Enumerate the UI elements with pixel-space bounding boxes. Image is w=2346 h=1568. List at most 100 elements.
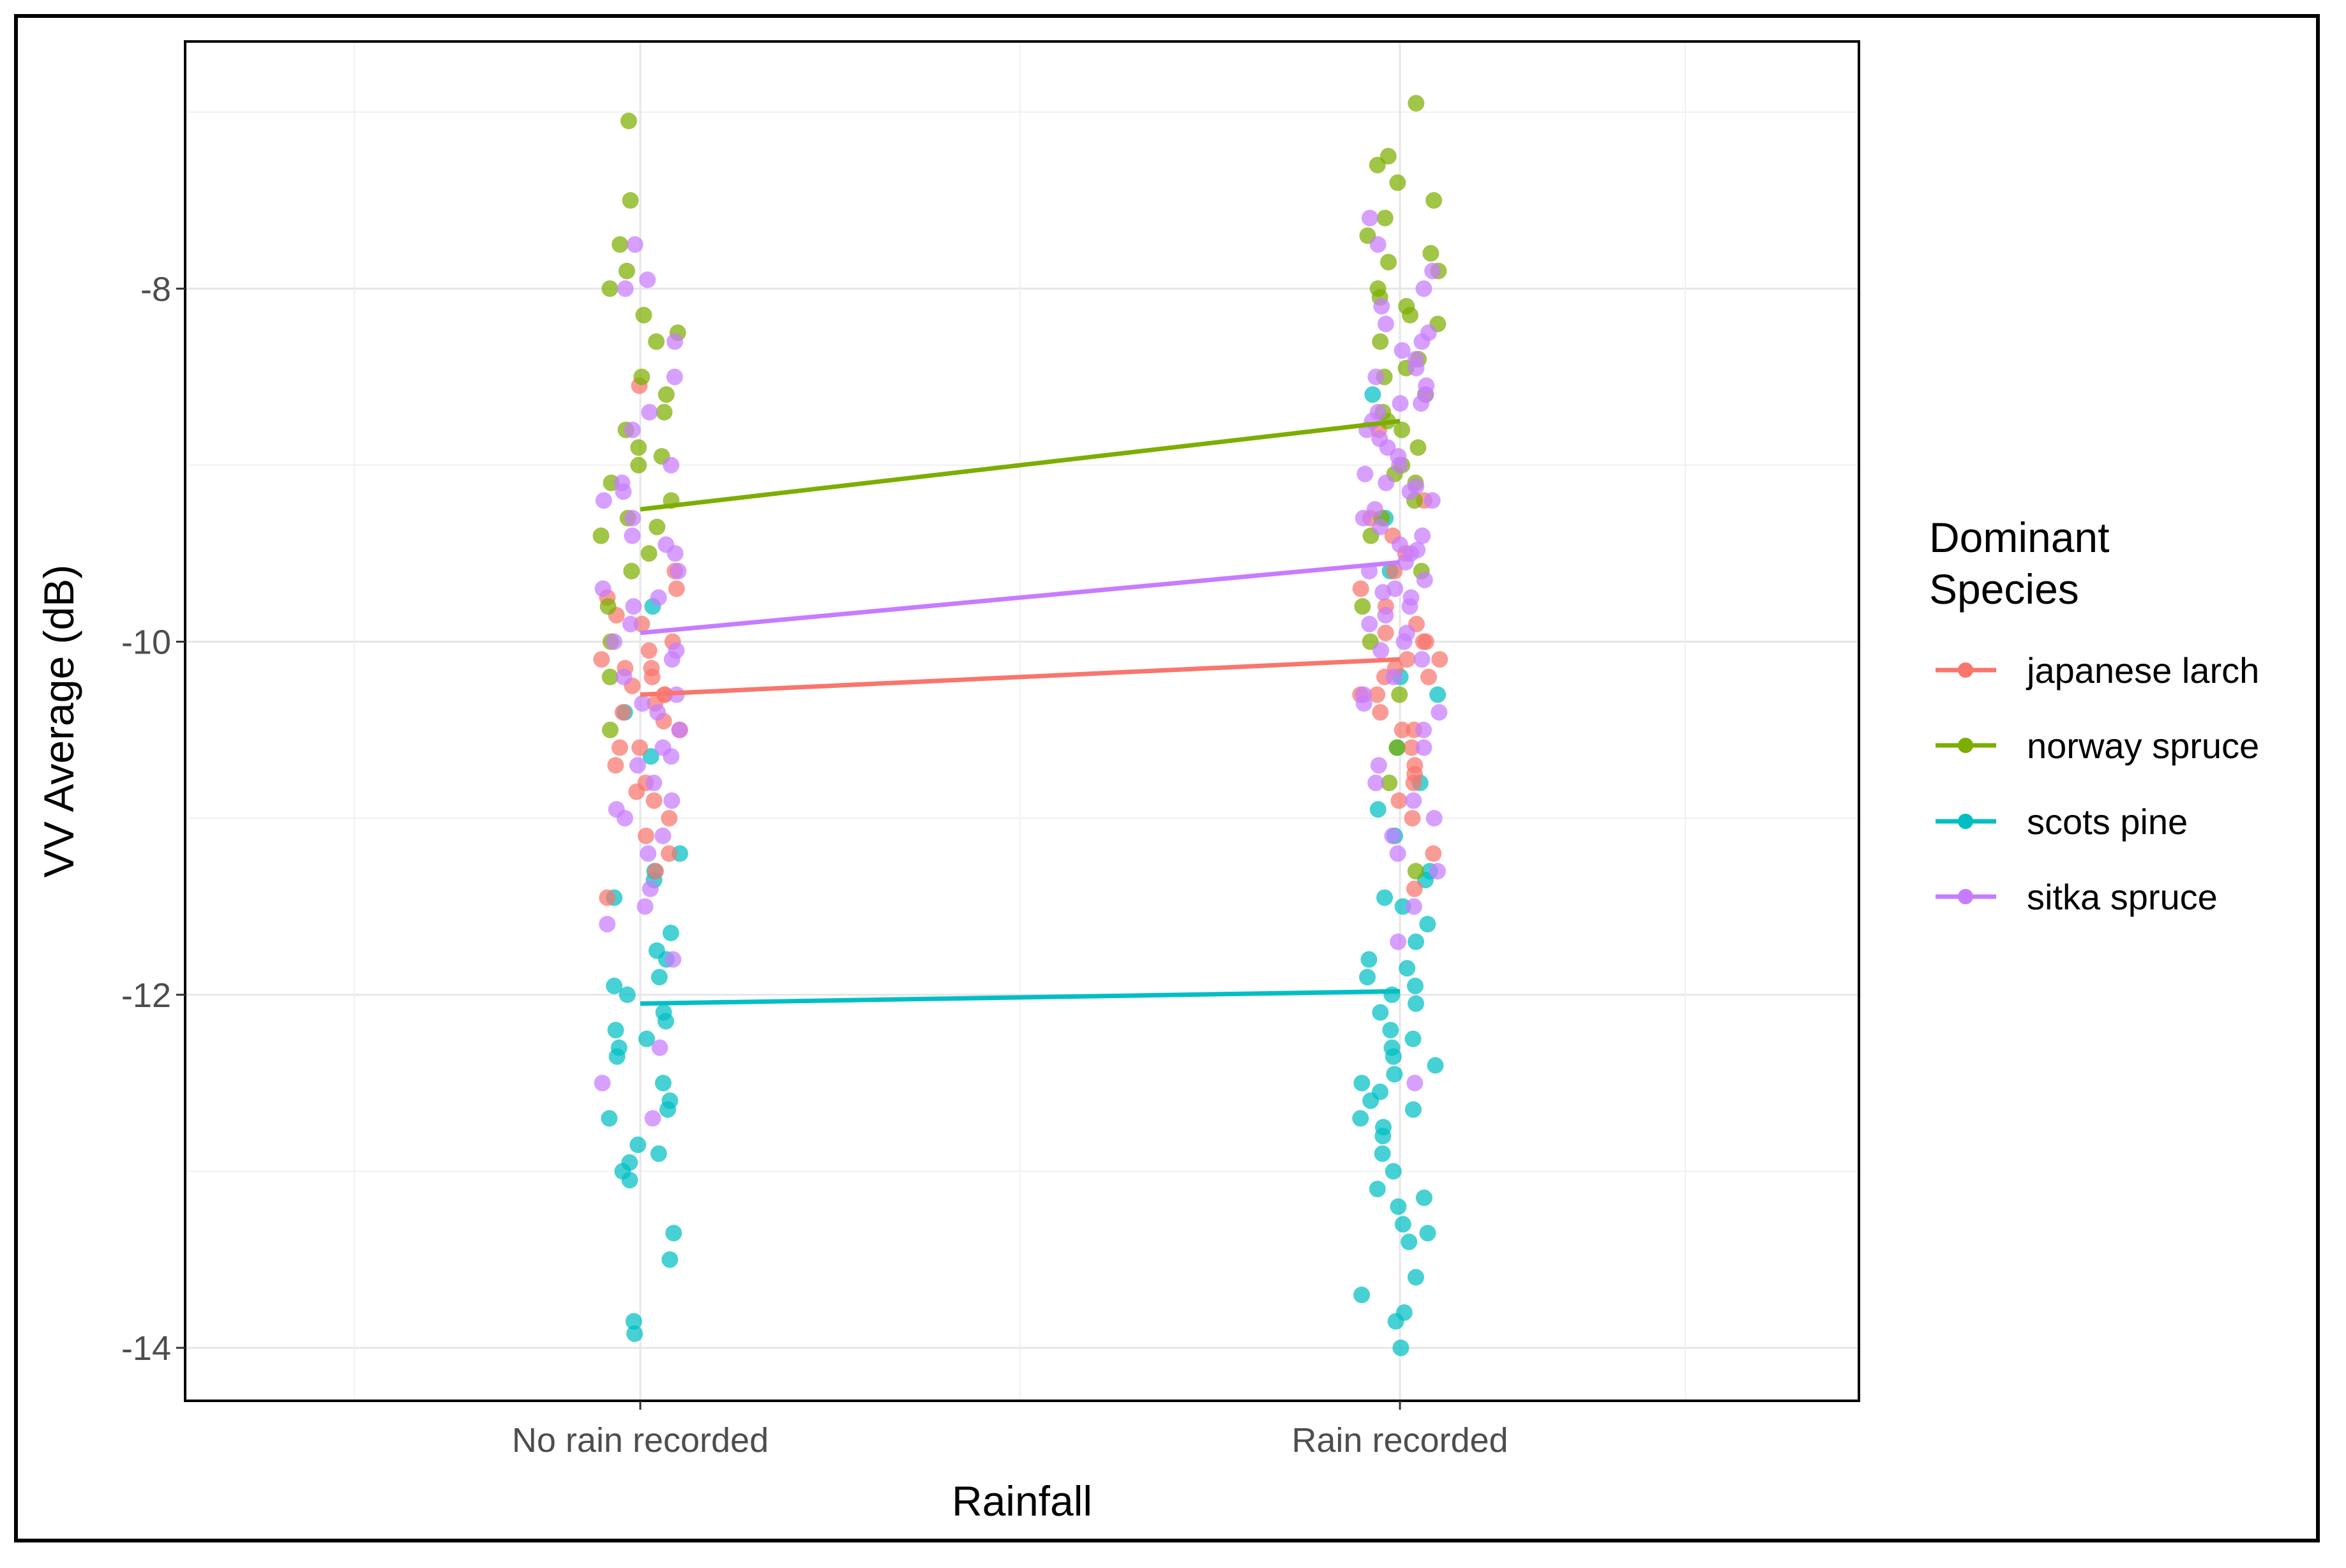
data-point-scots-pine — [626, 1325, 643, 1342]
data-point-sitka-spruce — [1431, 704, 1448, 721]
mean-line-japanese-larch — [640, 657, 1401, 698]
data-point-sitka-spruce — [1425, 810, 1443, 827]
data-point-scots-pine — [608, 1048, 626, 1065]
data-point-norway-spruce — [1354, 598, 1371, 615]
data-point-sitka-spruce — [1414, 527, 1431, 544]
plot-panel-border — [184, 40, 1860, 1402]
data-point-norway-spruce — [1410, 439, 1427, 456]
data-point-norway-spruce — [648, 333, 665, 350]
data-point-japanese-larch — [645, 792, 663, 809]
data-point-norway-spruce — [1422, 244, 1440, 262]
legend-label-japanese-larch: japanese larch — [2026, 650, 2259, 691]
data-point-scots-pine — [1394, 1216, 1411, 1233]
data-point-sitka-spruce — [1415, 739, 1432, 756]
data-point-sitka-spruce — [1390, 933, 1407, 950]
data-point-sitka-spruce — [640, 845, 657, 862]
data-point-japanese-larch — [1406, 766, 1424, 782]
data-point-scots-pine — [661, 1251, 679, 1268]
data-point-japanese-larch — [1386, 562, 1403, 579]
x-axis-title: Rainfall — [952, 1477, 1092, 1525]
y-tick-label: -14 — [121, 1329, 171, 1368]
data-point-japanese-larch — [628, 783, 645, 800]
data-point-sitka-spruce — [1361, 615, 1378, 632]
data-point-japanese-larch — [1394, 721, 1411, 738]
data-point-scots-pine — [658, 1013, 674, 1030]
data-point-scots-pine — [665, 1225, 682, 1242]
data-point-scots-pine — [662, 924, 679, 941]
x-tick-label: Rain recorded — [1291, 1421, 1508, 1460]
mean-line-scots-pine — [640, 989, 1401, 1006]
data-point-norway-spruce — [1425, 192, 1443, 209]
data-point-sitka-spruce — [1408, 359, 1425, 377]
data-point-japanese-larch — [1352, 580, 1369, 597]
data-point-sitka-spruce — [1384, 827, 1401, 844]
data-point-scots-pine — [1404, 1101, 1422, 1118]
data-point-sitka-spruce — [605, 633, 622, 650]
legend-keys: japanese larch norway spruce scots pine sit… — [1936, 650, 2259, 917]
data-point-japanese-larch — [661, 845, 678, 862]
data-point-scots-pine — [601, 1110, 618, 1127]
data-point-sitka-spruce — [1366, 501, 1383, 518]
data-point-scots-pine — [1387, 1313, 1404, 1330]
data-point-scots-pine — [1392, 1340, 1410, 1356]
data-point-sitka-spruce — [625, 598, 642, 615]
data-point-scots-pine — [1383, 986, 1401, 1003]
data-point-sitka-spruce — [1413, 651, 1431, 668]
data-point-sitka-spruce — [642, 880, 659, 897]
data-point-norway-spruce — [1408, 94, 1425, 112]
data-point-sitka-spruce — [622, 615, 639, 632]
data-point-sitka-spruce — [663, 748, 680, 765]
data-point-sitka-spruce — [595, 492, 612, 509]
data-point-sitka-spruce — [608, 801, 625, 818]
data-point-scots-pine — [1408, 995, 1424, 1012]
data-point-norway-spruce — [1380, 253, 1397, 271]
data-point-norway-spruce — [1389, 174, 1406, 191]
data-point-norway-spruce — [622, 192, 639, 209]
data-point-norway-spruce — [630, 456, 647, 474]
data-point-sitka-spruce — [1378, 474, 1395, 491]
data-point-scots-pine — [1386, 1066, 1403, 1083]
data-point-sitka-spruce — [617, 280, 634, 297]
data-point-japanese-larch — [1420, 668, 1437, 685]
data-point-sitka-spruce — [668, 642, 685, 659]
data-point-sitka-spruce — [651, 1039, 668, 1056]
data-point-sitka-spruce — [663, 456, 680, 474]
data-point-japanese-larch — [1406, 880, 1423, 897]
data-point-scots-pine — [619, 986, 636, 1003]
data-point-sitka-spruce — [1405, 792, 1422, 809]
data-point-japanese-larch — [607, 757, 624, 774]
data-point-scots-pine — [1369, 801, 1387, 818]
data-point-sitka-spruce — [1397, 554, 1414, 571]
data-point-sitka-spruce — [658, 536, 675, 553]
data-point-sitka-spruce — [615, 668, 633, 685]
data-point-sitka-spruce — [645, 774, 663, 791]
data-point-sitka-spruce — [634, 695, 651, 712]
data-point-japanese-larch — [614, 704, 631, 721]
data-point-scots-pine — [642, 748, 659, 765]
data-point-sitka-spruce — [1401, 598, 1418, 615]
data-point-japanese-larch — [1369, 686, 1386, 703]
data-point-norway-spruce — [1381, 774, 1398, 791]
data-point-sitka-spruce — [1424, 492, 1441, 509]
data-point-scots-pine — [1353, 1287, 1371, 1303]
data-point-sitka-spruce — [594, 1075, 611, 1092]
data-point-norway-spruce — [649, 518, 666, 535]
data-point-sitka-spruce — [624, 509, 641, 526]
data-point-scots-pine — [650, 1145, 667, 1162]
data-point-norway-spruce — [1394, 421, 1410, 438]
legend-key-point-norway-spruce — [1958, 738, 1973, 753]
data-point-scots-pine — [1360, 951, 1378, 968]
data-point-sitka-spruce — [1413, 333, 1431, 350]
data-point-sitka-spruce — [649, 704, 666, 721]
data-point-scots-pine — [1399, 960, 1416, 977]
data-point-norway-spruce — [656, 403, 673, 421]
data-point-scots-pine — [625, 1313, 642, 1330]
data-point-sitka-spruce — [1385, 668, 1402, 685]
data-point-sitka-spruce — [1424, 262, 1441, 280]
mean-line-norway-spruce — [640, 419, 1401, 512]
data-point-sitka-spruce — [654, 827, 672, 844]
data-point-japanese-larch — [1425, 845, 1442, 862]
legend: Dominant Species japanese larch norway sp… — [1929, 514, 2259, 917]
data-point-scots-pine — [1376, 889, 1393, 906]
data-point-scots-pine — [1382, 1022, 1399, 1039]
